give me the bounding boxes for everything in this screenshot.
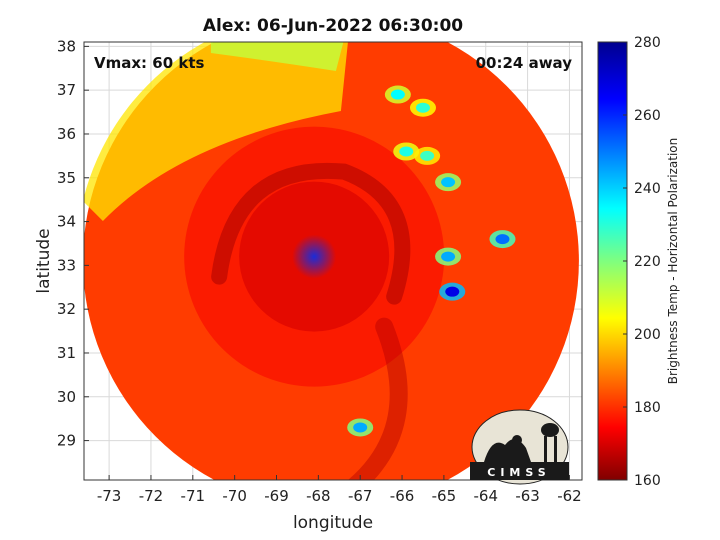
x-tick-label: -72 [139,487,164,505]
time-away-annotation: 00:24 away [476,54,573,72]
convective-cell [390,89,405,100]
rain-band [348,317,408,480]
colorbar-ticks: 160 180 200 220 240 260 280 [623,35,661,489]
x-tick-label: -69 [264,487,289,505]
x-tick-label: -67 [348,487,373,505]
x-tick-label: -62 [557,487,582,505]
colorbar-tick-label: 260 [634,108,661,124]
y-tick-label: 37 [57,81,76,99]
colorbar-tick-label: 240 [634,181,661,197]
x-tick-label: -66 [390,487,415,505]
x-tick-label: -63 [515,487,540,505]
convective-cell [353,422,368,433]
y-axis-label: latitude [34,228,54,293]
plot-frame [83,41,583,481]
y-tick-label: 30 [57,388,76,406]
y-tick-label: 31 [57,344,76,362]
convective-cell [420,150,435,161]
spiral-band [211,162,411,305]
colorbar [597,41,628,481]
cimss-logo: CIMSS [470,409,569,485]
convective-cell [399,146,414,157]
convective-cell [445,286,460,297]
swath-cool-edge [210,42,344,71]
x-ticks: -73 -72 -71 -70 -69 -68 -67 -66 -65 -64 -63 -62 [97,475,582,505]
x-tick-label: -68 [306,487,331,505]
x-tick-label: -71 [181,487,206,505]
y-tick-label: 34 [57,213,76,231]
y-tick-label: 32 [57,300,76,318]
y-tick-label: 33 [57,256,76,274]
y-ticks: 29 30 31 32 33 34 35 36 37 38 [57,37,89,450]
swath-outer-band [84,42,348,221]
storm-eye [292,234,337,279]
y-tick-label: 35 [57,169,76,187]
y-tick-label: 29 [57,432,76,450]
y-tick-label: 38 [57,37,76,55]
chart-title: Alex: 06-Jun-2022 06:30:00 [203,16,463,36]
x-tick-label: -65 [432,487,457,505]
x-tick-label: -64 [473,487,498,505]
cimss-logo-text: CIMSS [487,466,550,479]
convective-cell [495,234,510,245]
x-tick-label: -73 [97,487,122,505]
convective-cell [441,251,456,262]
colorbar-tick-label: 180 [634,400,661,416]
colorbar-tick-label: 280 [634,35,661,51]
convective-cell [415,102,430,113]
colorbar-tick-label: 160 [634,473,661,489]
colorbar-tick-label: 200 [634,327,661,343]
x-axis-label: longitude [293,513,373,533]
vmax-annotation: Vmax: 60 kts [94,54,204,72]
y-tick-label: 36 [57,125,76,143]
swath-image [84,42,579,480]
colorbar-label: Brightness Temp - Horizontal Polarizatio… [666,138,680,385]
colorbar-tick-label: 220 [634,254,661,270]
convective-cell [441,177,456,188]
x-tick-label: -70 [222,487,247,505]
